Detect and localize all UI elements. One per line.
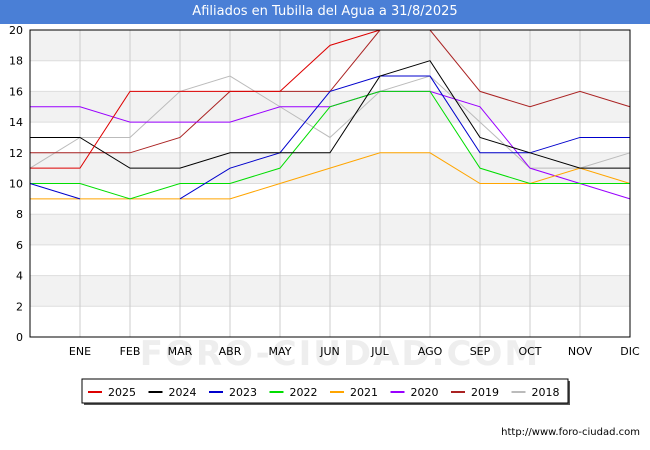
legend-label: 2020 — [411, 386, 439, 399]
x-tick-label: SEP — [470, 345, 491, 358]
y-tick-label: 8 — [16, 208, 23, 221]
legend-label: 2018 — [532, 386, 560, 399]
series-line-2023 — [179, 75, 630, 200]
legend-label: 2021 — [350, 386, 378, 399]
chart-title: Afiliados en Tubilla del Agua a 31/8/202… — [0, 0, 650, 24]
plot-frame — [29, 29, 631, 338]
y-tick-label: 0 — [16, 331, 23, 344]
watermark: FORO-CIUDAD.COM — [140, 334, 541, 374]
y-tick-label: 20 — [9, 24, 23, 37]
series-line-2025 — [30, 29, 430, 169]
x-tick-label: AGO — [418, 345, 443, 358]
x-tick-label: MAY — [269, 345, 292, 358]
series-line-2022 — [30, 90, 630, 200]
y-tick-label: 16 — [9, 85, 23, 98]
x-tick-label: OCT — [518, 345, 541, 358]
legend-label: 2024 — [169, 386, 197, 399]
y-axis-ticks: 0 2 4 6 8 10 12 14 16 18 20 — [9, 24, 23, 344]
x-tick-label: JUN — [319, 345, 340, 358]
source-url: http://www.foro-ciudad.com — [501, 427, 640, 438]
y-tick-label: 12 — [9, 147, 23, 160]
legend-label: 2019 — [471, 386, 499, 399]
x-tick-label: DIC — [620, 345, 640, 358]
x-tick-label: JUL — [370, 345, 389, 358]
legend: 2025 2024 2023 2022 2021 2020 2019 2018 — [81, 378, 570, 405]
x-tick-label: NOV — [568, 345, 593, 358]
legend-label: 2022 — [290, 386, 318, 399]
x-tick-label: FEB — [120, 345, 141, 358]
x-tick-label: ABR — [219, 345, 242, 358]
series-lines — [29, 29, 631, 200]
legend-label: 2023 — [229, 386, 257, 399]
x-tick-label: ENE — [69, 345, 91, 358]
y-tick-label: 4 — [16, 270, 23, 283]
series-line-2024 — [30, 60, 630, 169]
legend-box — [81, 378, 569, 404]
legend-label: 2025 — [108, 386, 136, 399]
series-line-2023 — [29, 183, 81, 200]
y-tick-label: 14 — [9, 116, 23, 129]
x-axis-ticks: ENE FEB MAR ABR MAY JUN JUL AGO SEP OCT NOV DIC — [69, 345, 640, 358]
y-tick-label: 2 — [16, 300, 23, 313]
y-tick-label: 18 — [9, 55, 23, 68]
y-tick-label: 6 — [16, 239, 23, 252]
y-tick-label: 10 — [9, 178, 23, 191]
x-tick-label: MAR — [168, 345, 193, 358]
